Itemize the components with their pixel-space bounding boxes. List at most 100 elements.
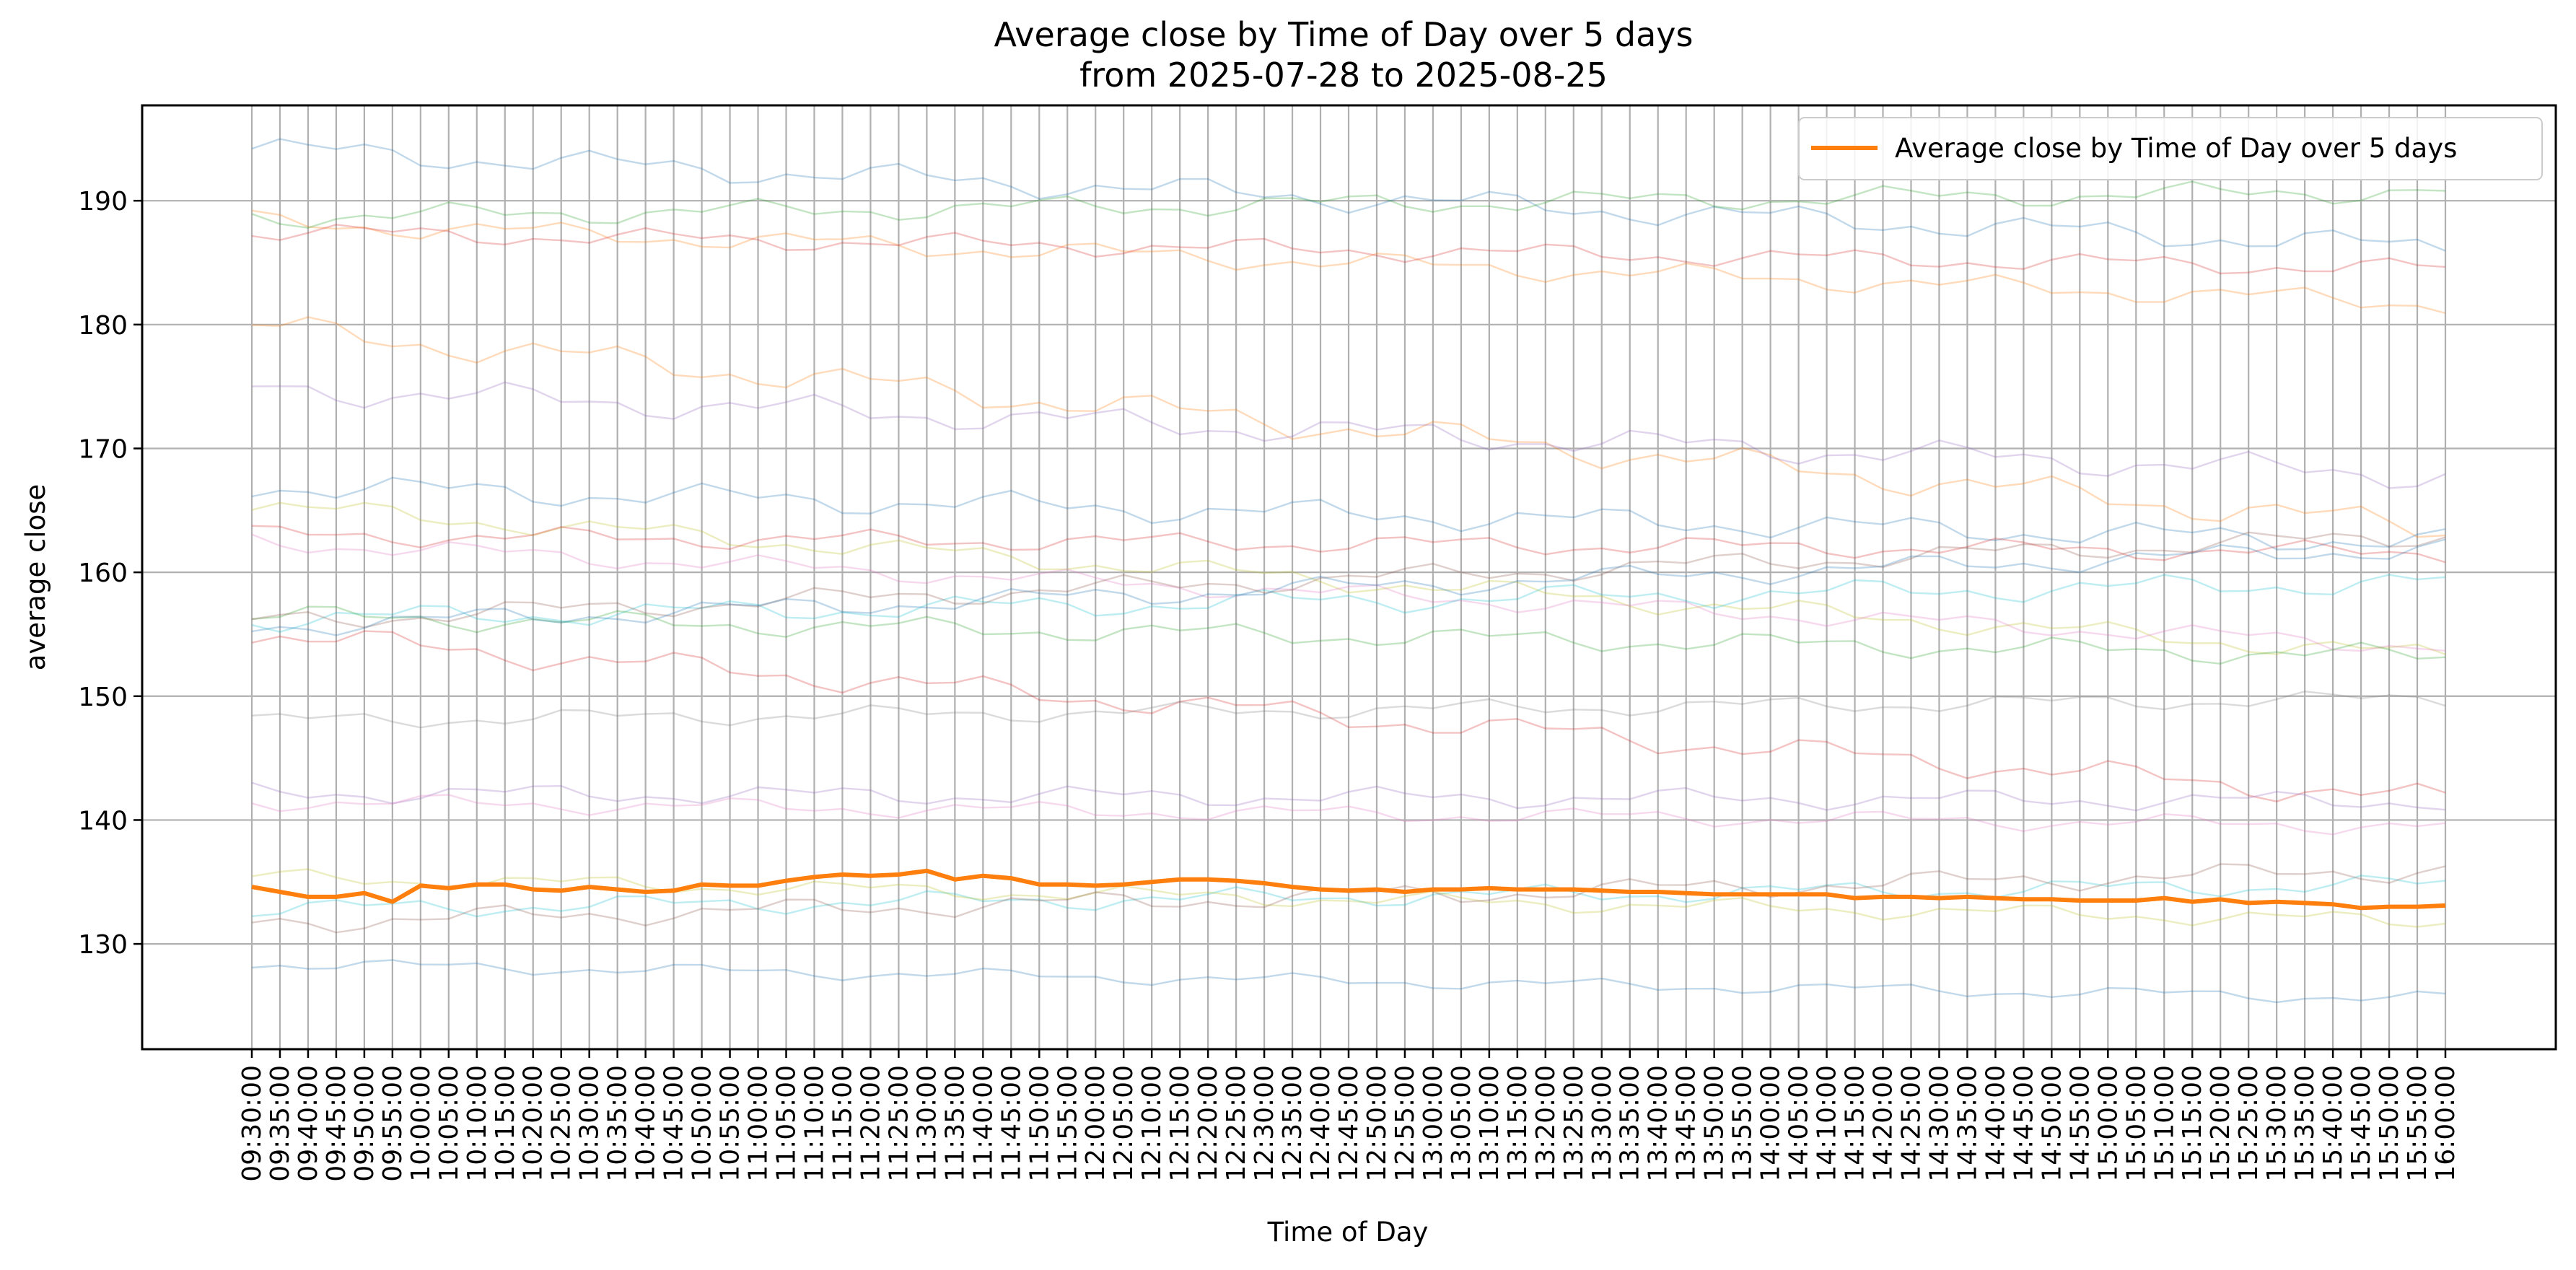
background-series-line bbox=[251, 875, 2446, 918]
x-tick-label: 13:50:00 bbox=[1700, 1065, 1730, 1182]
background-series-line bbox=[251, 180, 2446, 229]
x-tick-label: 14:30:00 bbox=[1925, 1065, 1955, 1182]
background-series-line bbox=[251, 605, 2446, 665]
x-tick-label: 14:25:00 bbox=[1897, 1065, 1927, 1182]
main-series-layer bbox=[251, 868, 2446, 911]
background-series-line bbox=[251, 209, 2446, 315]
background-series-line bbox=[251, 533, 2446, 652]
x-tick-label: 13:40:00 bbox=[1644, 1065, 1673, 1182]
x-tick-label: 11:45:00 bbox=[996, 1065, 1026, 1182]
x-tick-label: 15:25:00 bbox=[2234, 1065, 2264, 1182]
x-tick-label: 09:55:00 bbox=[378, 1065, 408, 1182]
x-axis-label: Time of Day bbox=[1267, 1217, 1429, 1248]
x-tick-label: 11:10:00 bbox=[800, 1065, 830, 1182]
x-tick-label: 15:10:00 bbox=[2150, 1065, 2179, 1182]
y-tick-label: 130 bbox=[78, 930, 128, 960]
x-tick-label: 10:30:00 bbox=[575, 1065, 605, 1182]
background-series-line bbox=[251, 630, 2446, 802]
x-tick-label: 11:50:00 bbox=[1025, 1065, 1054, 1182]
x-tick-label: 12:10:00 bbox=[1137, 1065, 1167, 1182]
x-tick-label: 10:40:00 bbox=[631, 1065, 661, 1182]
background-series-line bbox=[251, 525, 2446, 564]
x-tick-label: 15:15:00 bbox=[2178, 1065, 2207, 1182]
x-tick-label: 11:20:00 bbox=[856, 1065, 885, 1182]
average-close-line bbox=[251, 868, 2446, 911]
x-tick-label: 12:20:00 bbox=[1193, 1065, 1223, 1182]
x-tick-label: 15:05:00 bbox=[2121, 1065, 2151, 1182]
x-tick-label: 14:10:00 bbox=[1813, 1065, 1842, 1182]
y-tick-label: 180 bbox=[78, 311, 128, 341]
x-tick-label: 14:15:00 bbox=[1841, 1065, 1870, 1182]
background-series-line bbox=[251, 381, 2446, 489]
background-series-line bbox=[251, 476, 2446, 551]
x-tick-label: 10:00:00 bbox=[406, 1065, 436, 1182]
x-tick-label: 15:45:00 bbox=[2347, 1065, 2376, 1182]
x-tick-layer: 09:30:0009:35:0009:40:0009:45:0009:50:00… bbox=[237, 1049, 2461, 1182]
background-series-line bbox=[251, 531, 2446, 629]
x-tick-label: 11:40:00 bbox=[968, 1065, 998, 1182]
x-tick-label: 15:50:00 bbox=[2375, 1065, 2404, 1182]
x-tick-label: 15:30:00 bbox=[2262, 1065, 2292, 1182]
x-tick-label: 09:50:00 bbox=[350, 1065, 380, 1182]
x-tick-label: 10:25:00 bbox=[547, 1065, 577, 1182]
grid-layer bbox=[142, 105, 2556, 1049]
x-tick-label: 15:55:00 bbox=[2403, 1065, 2432, 1182]
x-tick-label: 13:35:00 bbox=[1616, 1065, 1645, 1182]
x-tick-label: 13:05:00 bbox=[1447, 1065, 1476, 1182]
y-tick-label: 160 bbox=[78, 559, 128, 588]
x-tick-label: 13:00:00 bbox=[1419, 1065, 1448, 1182]
x-tick-label: 09:45:00 bbox=[322, 1065, 351, 1182]
x-tick-label: 12:45:00 bbox=[1334, 1065, 1364, 1182]
legend-box bbox=[1798, 117, 2543, 180]
x-tick-label: 09:35:00 bbox=[266, 1065, 295, 1182]
x-tick-label: 16:00:00 bbox=[2431, 1065, 2461, 1182]
background-series-line bbox=[251, 959, 2446, 1004]
x-tick-label: 13:55:00 bbox=[1728, 1065, 1758, 1182]
x-tick-label: 14:00:00 bbox=[1756, 1065, 1786, 1182]
x-tick-label: 12:25:00 bbox=[1222, 1065, 1251, 1182]
x-tick-label: 14:35:00 bbox=[1953, 1065, 1982, 1182]
y-axis-label: average close bbox=[20, 484, 51, 671]
x-tick-label: 11:35:00 bbox=[940, 1065, 970, 1182]
y-tick-label: 140 bbox=[78, 806, 128, 836]
x-tick-label: 11:30:00 bbox=[912, 1065, 942, 1182]
chart-title: Average close by Time of Day over 5 days bbox=[994, 15, 1694, 54]
x-tick-label: 14:50:00 bbox=[2037, 1065, 2067, 1182]
x-tick-label: 12:55:00 bbox=[1390, 1065, 1420, 1182]
x-tick-label: 15:35:00 bbox=[2290, 1065, 2320, 1182]
x-tick-label: 10:05:00 bbox=[434, 1065, 464, 1182]
legend-label: Average close by Time of Day over 5 days bbox=[1895, 133, 2457, 164]
x-tick-label: 13:30:00 bbox=[1587, 1065, 1617, 1182]
y-tick-layer: 130 140 150 160 170 180 190 bbox=[78, 187, 142, 960]
x-tick-label: 09:30:00 bbox=[237, 1065, 267, 1182]
background-series-line bbox=[251, 690, 2446, 729]
legend: Average close by Time of Day over 5 days bbox=[1798, 117, 2543, 180]
y-tick-label: 170 bbox=[78, 434, 128, 464]
y-tick-label: 150 bbox=[78, 683, 128, 712]
x-tick-label: 11:25:00 bbox=[884, 1065, 914, 1182]
x-tick-label: 11:15:00 bbox=[828, 1065, 858, 1182]
background-series-line bbox=[251, 224, 2446, 275]
x-tick-label: 15:20:00 bbox=[2206, 1065, 2235, 1182]
background-series-line bbox=[251, 574, 2446, 633]
x-tick-label: 09:40:00 bbox=[294, 1065, 323, 1182]
x-tick-label: 12:50:00 bbox=[1362, 1065, 1392, 1182]
x-tick-label: 12:35:00 bbox=[1278, 1065, 1307, 1182]
background-series-line bbox=[251, 316, 2446, 538]
x-tick-label: 11:55:00 bbox=[1053, 1065, 1082, 1182]
background-series-line bbox=[251, 868, 2446, 928]
y-tick-label: 190 bbox=[78, 187, 128, 216]
x-tick-label: 13:25:00 bbox=[1559, 1065, 1589, 1182]
x-tick-label: 14:40:00 bbox=[1981, 1065, 2010, 1182]
x-tick-label: 15:00:00 bbox=[2093, 1065, 2123, 1182]
x-tick-label: 13:15:00 bbox=[1503, 1065, 1533, 1182]
x-tick-label: 14:55:00 bbox=[2065, 1065, 2095, 1182]
x-tick-label: 14:45:00 bbox=[2009, 1065, 2038, 1182]
x-tick-label: 12:15:00 bbox=[1165, 1065, 1195, 1182]
background-series-line bbox=[251, 138, 2446, 252]
x-tick-label: 13:45:00 bbox=[1672, 1065, 1701, 1182]
x-tick-label: 11:05:00 bbox=[772, 1065, 802, 1182]
x-tick-label: 10:20:00 bbox=[519, 1065, 548, 1182]
